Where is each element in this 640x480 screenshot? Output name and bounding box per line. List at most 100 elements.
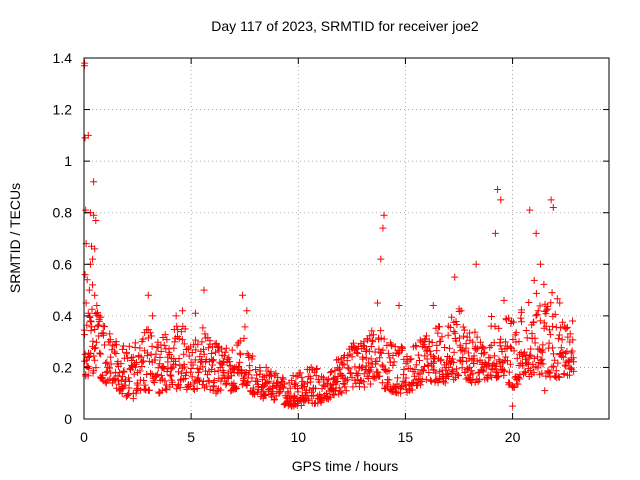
data-point: [377, 327, 385, 335]
data-point: [430, 366, 438, 374]
data-point: [225, 354, 233, 362]
data-point: [210, 377, 218, 385]
x-tick-label: 0: [80, 429, 88, 445]
data-point: [99, 329, 107, 337]
data-point: [436, 338, 444, 346]
data-point: [265, 377, 273, 385]
data-point: [180, 350, 188, 358]
data-point: [363, 346, 371, 354]
data-point: [563, 323, 571, 331]
data-point: [313, 364, 321, 372]
data-point: [175, 381, 183, 389]
data-point: [81, 331, 89, 339]
data-point: [173, 322, 181, 330]
data-point: [474, 378, 482, 386]
data-point: [507, 343, 515, 351]
data-point: [487, 341, 495, 349]
data-point: [201, 330, 209, 338]
data-point: [93, 338, 101, 346]
data-point: [384, 349, 392, 357]
data-point: [206, 337, 214, 345]
data-point: [309, 391, 317, 399]
y-tick-label: 0.6: [53, 256, 73, 272]
data-point: [376, 354, 384, 362]
data-point: [290, 402, 298, 410]
data-point: [150, 379, 158, 387]
data-point: [476, 338, 484, 346]
data-point: [473, 333, 481, 341]
data-point: [292, 379, 300, 387]
data-point: [555, 331, 563, 339]
data-point: [333, 356, 341, 364]
data-point: [107, 360, 115, 368]
data-point: [217, 377, 225, 385]
data-point: [191, 309, 199, 317]
data-point: [555, 373, 563, 381]
data-point: [90, 352, 98, 360]
data-point: [531, 339, 539, 347]
data-point: [378, 361, 386, 369]
data-point: [185, 382, 193, 390]
data-point: [472, 346, 480, 354]
data-point: [555, 373, 563, 381]
data-point: [423, 355, 431, 363]
data-point: [495, 373, 503, 381]
data-point: [130, 370, 138, 378]
data-point: [248, 374, 256, 382]
data-point: [205, 377, 213, 385]
data-point: [459, 354, 467, 362]
data-point: [373, 357, 381, 365]
y-tick-label: 1: [64, 153, 72, 169]
data-point: [430, 358, 438, 366]
data-point: [175, 335, 183, 343]
data-point: [427, 377, 435, 385]
data-point: [532, 229, 540, 237]
data-point: [259, 383, 267, 391]
data-point: [469, 338, 477, 346]
data-point: [219, 358, 227, 366]
data-point: [533, 311, 541, 319]
data-point: [294, 388, 302, 396]
data-point: [374, 299, 382, 307]
data-point: [97, 350, 105, 358]
y-tick-label: 0.4: [53, 308, 73, 324]
data-point: [83, 276, 91, 284]
data-point: [453, 365, 461, 373]
data-point: [226, 362, 234, 370]
data-point: [115, 369, 123, 377]
data-point: [475, 376, 483, 384]
data-point: [367, 355, 375, 363]
data-point: [84, 131, 92, 139]
data-point: [239, 291, 247, 299]
data-point: [167, 372, 175, 380]
data-point: [187, 365, 195, 373]
data-point: [338, 389, 346, 397]
data-point: [450, 358, 458, 366]
data-point: [444, 322, 452, 330]
data-point: [377, 334, 385, 342]
data-point: [518, 318, 526, 326]
data-point: [367, 343, 375, 351]
data-point: [545, 326, 553, 334]
data-point: [145, 386, 153, 394]
data-point: [532, 312, 540, 320]
data-point: [166, 351, 174, 359]
data-point: [245, 371, 253, 379]
data-point: [81, 271, 89, 279]
data-point: [525, 299, 533, 307]
data-point: [312, 384, 320, 392]
data-point: [178, 336, 186, 344]
data-point: [180, 340, 188, 348]
data-point: [341, 383, 349, 391]
data-point: [422, 332, 430, 340]
data-point: [181, 325, 189, 333]
data-point: [449, 355, 457, 363]
data-point: [170, 344, 178, 352]
data-point: [231, 364, 239, 372]
data-point: [491, 229, 499, 237]
data-point: [214, 344, 222, 352]
data-point: [161, 331, 169, 339]
data-point: [98, 330, 106, 338]
data-point: [481, 348, 489, 356]
